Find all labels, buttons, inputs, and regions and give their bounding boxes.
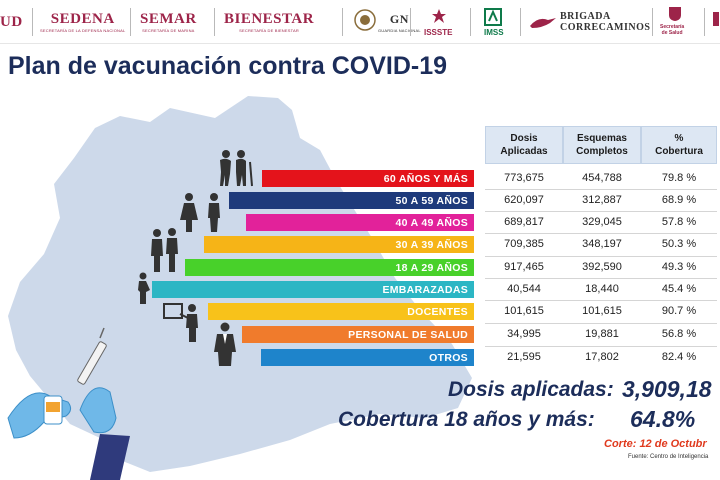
bienestar-logo: BIENESTAR SECRETARÍA DE BIENESTAR — [224, 11, 315, 33]
table-cell: 19,881 — [585, 328, 619, 340]
bar-50-a-59: 50 A 59 AÑOS — [229, 192, 474, 209]
young-adults-icon — [151, 228, 178, 272]
row-divider — [485, 256, 717, 257]
logo-bar: UD SEDENA SECRETARÍA DE LA DEFENSA NACIO… — [0, 0, 720, 44]
row-divider — [485, 211, 717, 212]
table-cell: 79.8 % — [661, 172, 697, 184]
row-divider — [485, 278, 717, 279]
semar-logo: SEMAR SECRETARÍA DE MARINA — [140, 11, 197, 33]
row-divider — [485, 233, 717, 234]
issste-emblem-icon — [432, 9, 446, 23]
bar-personal-de-salud: PERSONAL DE SALUD — [242, 326, 474, 343]
separator — [130, 8, 131, 36]
header-esquemas-completos: Esquemas Completos — [563, 126, 641, 164]
separator — [520, 8, 521, 36]
table-cell: 17,802 — [585, 351, 619, 363]
state-shield-icon — [669, 7, 681, 21]
table-cell: 329,045 — [582, 216, 622, 228]
imss-logo: IMSS — [484, 28, 504, 37]
cobertura-value: 64.8% — [630, 406, 696, 432]
table-cell: 68.9 % — [661, 194, 697, 206]
fuente-note: Fuente: Centro de Inteligencia — [628, 454, 709, 460]
table-cell: 56.8 % — [661, 328, 697, 340]
table-cell: 392,590 — [582, 261, 622, 273]
table-cell: 34,995 — [507, 328, 541, 340]
pregnant-woman-icon — [138, 272, 150, 304]
corte-date: Corte: 12 de Octubr — [604, 438, 707, 450]
partial-logo-icon — [713, 12, 719, 26]
bar-18-a-29: 18 A 29 AÑOS — [185, 259, 474, 276]
sedena-logo: SEDENA SECRETARÍA DE LA DEFENSA NACIONAL — [40, 11, 126, 33]
bar-embarazadas: EMBARAZADAS — [152, 281, 474, 298]
table-cell: 101,615 — [582, 305, 622, 317]
page-title: Plan de vacunación contra COVID-19 — [8, 52, 448, 80]
salud-estatal-logo: Secretaría de Salud — [660, 24, 685, 36]
table-cell: 21,595 — [507, 351, 541, 363]
separator — [214, 8, 215, 36]
bar-docentes: DOCENTES — [208, 303, 474, 320]
header-dosis-aplicadas: Dosis Aplicadas — [485, 126, 563, 164]
imss-emblem-icon — [484, 8, 502, 26]
table-cell: 312,887 — [582, 194, 622, 206]
table-cell: 620,097 — [504, 194, 544, 206]
table-cell: 454,788 — [582, 172, 622, 184]
table-cell: 773,675 — [504, 172, 544, 184]
separator — [342, 8, 343, 36]
table-cell: 101,615 — [504, 305, 544, 317]
table-cell: 18,440 — [585, 283, 619, 295]
table-cell: 82.4 % — [661, 351, 697, 363]
vaccine-hands-icon — [7, 327, 130, 480]
separator — [704, 8, 705, 36]
table-cell: 50.3 % — [661, 238, 697, 250]
row-divider — [485, 346, 717, 347]
table-cell: 57.8 % — [661, 216, 697, 228]
table-cell: 348,197 — [582, 238, 622, 250]
elderly-people-icon — [220, 150, 253, 187]
table-cell: 45.4 % — [661, 283, 697, 295]
dosis-aplicadas-label: Dosis aplicadas: — [448, 378, 614, 401]
bar-otros: OTROS — [261, 349, 474, 366]
row-divider — [485, 323, 717, 324]
row-divider — [485, 189, 717, 190]
separator — [410, 8, 411, 36]
bar-40-a-49: 40 A 49 AÑOS — [246, 214, 474, 231]
row-divider — [485, 300, 717, 301]
header-cobertura: % Cobertura — [641, 126, 717, 164]
table-cell: 689,817 — [504, 216, 544, 228]
national-emblem-icon — [354, 9, 376, 31]
health-worker-icon — [214, 322, 236, 366]
teacher-icon — [163, 303, 198, 342]
issste-logo: ISSSTE — [424, 28, 453, 37]
separator — [652, 8, 653, 36]
brigada-logo: BRIGADA CORRECAMINOS — [560, 11, 651, 33]
table-cell: 709,385 — [504, 238, 544, 250]
dosis-aplicadas-value: 3,909,18 — [622, 376, 712, 402]
cobertura-label: Cobertura 18 años y más: — [338, 408, 595, 431]
adult-couple-icon — [180, 193, 220, 232]
separator — [470, 8, 471, 36]
table-cell: 49.3 % — [661, 261, 697, 273]
table-cell: 90.7 % — [661, 305, 697, 317]
salud-logo: UD — [0, 14, 23, 30]
bar-60-y-mas: 60 AÑOS Y MÁS — [262, 170, 474, 187]
table-cell: 917,465 — [504, 261, 544, 273]
bar-30-a-39: 30 A 39 AÑOS — [204, 236, 474, 253]
roadrunner-icon — [530, 18, 556, 28]
table-cell: 40,544 — [507, 283, 541, 295]
gn-logo: GN GUARDIA NACIONAL — [378, 12, 421, 33]
separator — [32, 8, 33, 36]
